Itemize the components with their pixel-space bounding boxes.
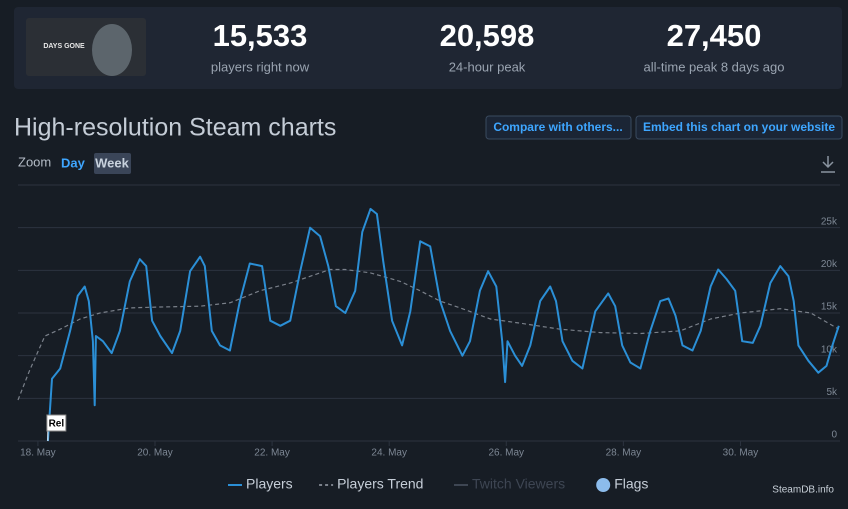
- legend-label[interactable]: Flags: [614, 476, 648, 492]
- page-title: High-resolution Steam charts: [14, 114, 336, 142]
- button-label[interactable]: Compare with others...: [493, 120, 622, 134]
- zoom-option[interactable]: Day: [61, 155, 86, 170]
- button[interactable]: [635, 115, 843, 140]
- zoom-label: Zoom: [18, 154, 51, 169]
- download-glyph: [821, 156, 835, 173]
- x-tick-label: 18. May: [20, 448, 56, 459]
- y-tick-label: 10k: [821, 344, 838, 355]
- x-tick-label: 22. May: [254, 448, 290, 459]
- stat-label: all-time peak 8 days ago: [644, 59, 785, 74]
- y-tick-label: 5k: [826, 387, 838, 398]
- x-tick-label: 20. May: [137, 448, 173, 459]
- series-line: [46, 207, 840, 442]
- x-tick-label: 30. May: [723, 448, 759, 459]
- stat-label: players right now: [211, 59, 310, 74]
- stat-value: 20,598: [440, 18, 535, 53]
- y-tick-label: 15k: [821, 302, 838, 313]
- x-tick-label: 24. May: [371, 448, 407, 459]
- watermark: SteamDB.info: [772, 485, 834, 496]
- game-art: [92, 24, 132, 76]
- button[interactable]: [485, 115, 632, 140]
- stat-label: 24-hour peak: [449, 59, 526, 74]
- x-tick-label: 28. May: [606, 448, 642, 459]
- zoom-option[interactable]: Week: [95, 155, 129, 170]
- legend-swatch: [596, 478, 611, 492]
- y-tick-label: 0: [831, 430, 837, 441]
- legend-label[interactable]: Twitch Viewers: [472, 476, 565, 492]
- legend-label[interactable]: Players: [246, 476, 293, 492]
- x-tick-label: 26. May: [488, 448, 524, 459]
- y-tick-label: 25k: [821, 216, 838, 227]
- series-line: [17, 268, 840, 401]
- legend-label[interactable]: Players Trend: [337, 476, 423, 492]
- stat-value: 15,533: [213, 18, 308, 53]
- game-logo: DAYS GONE: [43, 43, 85, 50]
- flag-box: [46, 414, 67, 432]
- y-tick-label: 20k: [821, 259, 838, 270]
- button-label[interactable]: Embed this chart on your website: [643, 120, 835, 134]
- flag-label: Rel: [49, 419, 65, 430]
- stat-value: 27,450: [667, 18, 762, 53]
- download-icon[interactable]: [821, 156, 835, 173]
- header-panel: [14, 7, 842, 89]
- zoom-selected: [94, 153, 131, 174]
